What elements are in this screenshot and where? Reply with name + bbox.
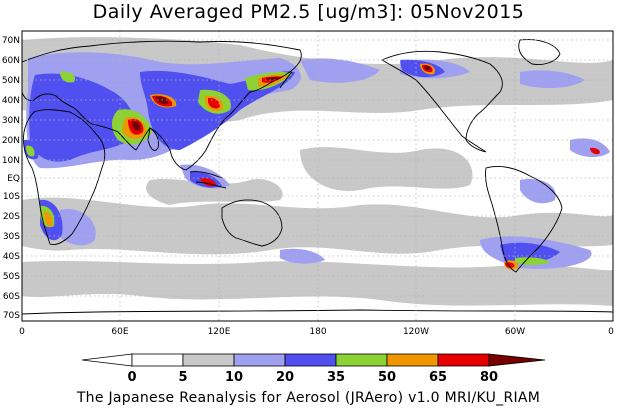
colorbar-tick: 80 (480, 370, 498, 385)
pm25-field (22, 31, 613, 321)
lat-label: 20N (2, 136, 20, 146)
gridlines (22, 31, 613, 321)
coastlines (22, 39, 613, 315)
lon-label: 120W (403, 327, 429, 337)
colorbar-bin (437, 353, 490, 367)
colorbar-bin (386, 353, 439, 367)
map-title: Daily Averaged PM2.5 [ug/m3]: 05Nov2015 (92, 1, 525, 23)
colorbar-tick: 50 (378, 370, 396, 385)
lat-axis: 70N 60N 50N 40N 30N 20N 10N EQ 10S 20S 3… (2, 36, 20, 321)
lon-label: 0 (19, 327, 25, 337)
lat-label: 70S (3, 311, 20, 321)
colorbar-tick: 10 (225, 370, 243, 385)
colorbar-arrow-low (81, 353, 133, 367)
lat-label: 40S (3, 252, 20, 262)
lat-label: 10N (2, 156, 20, 166)
colorbar-arrow-high (488, 353, 546, 367)
colorbar-tick: 20 (276, 370, 294, 385)
lon-label: 0 (608, 327, 614, 337)
lat-label: 60N (2, 56, 20, 66)
lat-label: 10S (3, 192, 20, 202)
colorbar: 0 5 10 20 35 50 65 80 (81, 353, 546, 385)
colorbar-bin (335, 353, 388, 367)
colorbar-tick: 5 (178, 370, 187, 385)
lat-label: 50S (3, 272, 20, 282)
colorbar-bin (233, 353, 286, 367)
lat-label: EQ (7, 174, 20, 184)
lon-label: 120E (208, 327, 231, 337)
colorbar-bin (284, 353, 337, 367)
colorbar-bin (182, 353, 235, 367)
colorbar-tick: 0 (127, 370, 136, 385)
lat-label: 20S (3, 212, 20, 222)
lat-label: 30N (2, 116, 20, 126)
lat-label: 70N (2, 36, 20, 46)
map-frame (21, 30, 614, 322)
colorbar-tick: 35 (327, 370, 345, 385)
lon-label: 60W (505, 327, 525, 337)
lon-label: 60E (111, 327, 128, 337)
lat-label: 50N (2, 76, 20, 86)
colorbar-tick: 65 (429, 370, 447, 385)
colorbar-bin (131, 353, 184, 367)
lat-label: 30S (3, 232, 20, 242)
footer-credit: The Japanese Reanalysis for Aerosol (JRA… (76, 390, 541, 406)
lon-label: 180 (309, 327, 326, 337)
lat-label: 40N (2, 96, 20, 106)
lon-axis: 0 60E 120E 180 120W 60W 0 (19, 327, 614, 337)
lat-label: 60S (3, 292, 20, 302)
